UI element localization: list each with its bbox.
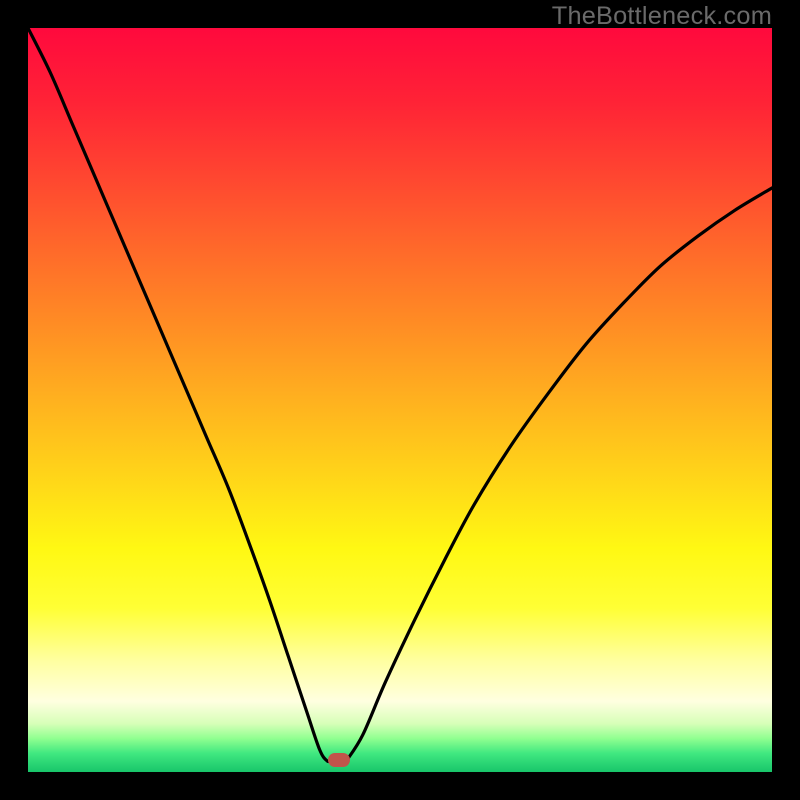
watermark-text: TheBottleneck.com — [552, 2, 772, 31]
plot-area — [28, 28, 772, 772]
curve-right-branch — [346, 188, 772, 761]
curve-left-branch — [28, 28, 346, 762]
bottleneck-curve — [28, 28, 772, 772]
optimal-point-marker — [328, 753, 350, 767]
